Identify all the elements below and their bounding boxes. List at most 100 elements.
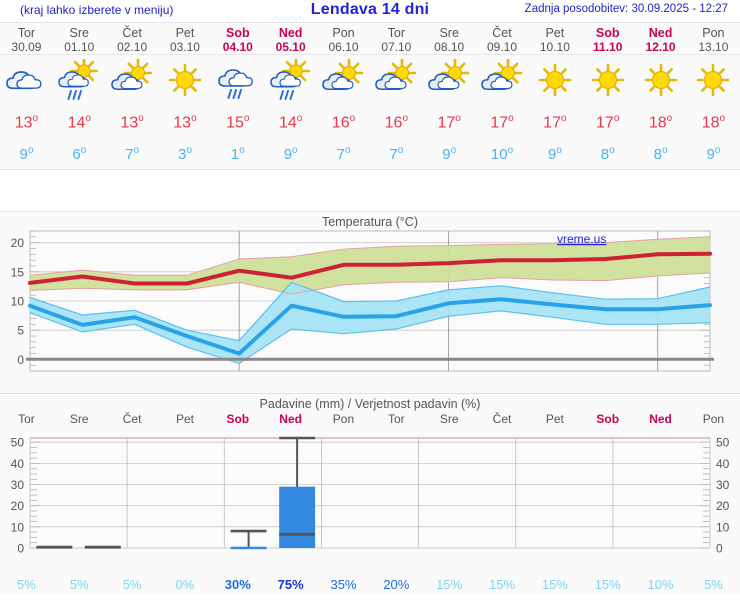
degree-icon: o <box>661 145 668 157</box>
max-temp-value: 17 <box>437 114 456 132</box>
max-temp-value: 13 <box>14 114 33 132</box>
weather-sunny-icon <box>687 55 740 105</box>
degree-icon: o <box>397 145 404 157</box>
svg-text:50: 50 <box>11 436 25 450</box>
precipitation-day-label: Ned <box>279 412 302 426</box>
max-temp-value: 18 <box>701 114 720 132</box>
forecast-day-header: Ned 12.10 <box>634 23 687 54</box>
weather-sun-cloud-icon <box>106 55 159 105</box>
spacer-region <box>0 170 740 212</box>
top-header-bar: (kraj lahko izberete v meniju) Lendava 1… <box>0 0 740 22</box>
degree-icon: o <box>80 145 87 157</box>
svg-text:10: 10 <box>716 520 730 534</box>
degree-icon: o <box>719 113 726 124</box>
forecast-max-temp: 13o <box>0 105 53 137</box>
precipitation-probability-value: 30% <box>224 577 251 592</box>
forecast-day-name: Tor <box>17 26 36 40</box>
degree-icon: o <box>133 145 140 157</box>
max-temp-value: 17 <box>596 114 614 132</box>
degree-icon: o <box>609 145 615 157</box>
precipitation-day-label: Ned <box>649 412 672 426</box>
forecast-min-temp: 7o <box>370 137 423 169</box>
degree-icon: o <box>243 113 250 124</box>
svg-text:30: 30 <box>716 478 730 492</box>
forecast-day-header: Čet 02.10 <box>106 23 159 54</box>
svg-text:0: 0 <box>716 542 723 556</box>
forecast-min-temp: 7o <box>317 137 370 169</box>
svg-text:0: 0 <box>17 542 24 556</box>
min-temp-value: 10 <box>490 146 508 164</box>
precipitation-day-label: Čet <box>492 412 512 426</box>
min-temp-value: 9 <box>19 146 28 164</box>
max-temp-value: 13 <box>120 114 139 132</box>
svg-text:15: 15 <box>11 265 25 279</box>
forecast-max-temp: 16o <box>370 105 423 137</box>
forecast-day-headers: Tor 30.09 Sre 01.10 Čet 02.10 Pet 03.10 Sob 04.10… <box>0 23 740 54</box>
min-temp-value: 7 <box>125 146 134 164</box>
forecast-divider <box>0 54 740 55</box>
forecast-max-temp: 15o <box>211 105 264 137</box>
max-temp-value: 16 <box>384 114 403 132</box>
forecast-min-temp: 9o <box>264 137 317 169</box>
degree-icon: o <box>138 113 144 124</box>
precipitation-chart: Padavine (mm) / Verjetnost padavin (%) T… <box>0 394 740 594</box>
temperature-chart-title-text: Temperatura (°C) <box>322 215 418 229</box>
forecast-day-header: Pet 03.10 <box>159 23 212 54</box>
degree-icon: o <box>507 145 514 157</box>
forecast-day-header: Pon 13.10 <box>687 23 740 54</box>
forecast-max-temp: 14o <box>53 105 106 137</box>
precipitation-probability-value: 5% <box>17 577 36 592</box>
forecast-day-name: Pet <box>175 26 195 40</box>
max-temp-value: 14 <box>67 114 86 132</box>
temperature-chart: Temperatura (°C) 0 5 10 15 20 vreme.us <box>0 212 740 394</box>
forecast-day-name: Čet <box>122 26 142 40</box>
precipitation-day-label: Sob <box>226 412 250 426</box>
forecast-day-header: Pet 10.10 <box>528 23 581 54</box>
forecast-day-date: 09.10 <box>487 40 518 54</box>
precipitation-probability-value: 5% <box>703 577 723 592</box>
degree-icon: o <box>666 113 673 124</box>
forecast-max-temp: 13o <box>159 105 212 137</box>
weather-sun-cloud-icon <box>370 55 423 105</box>
forecast-day-name: Sob <box>225 26 250 40</box>
min-temp-value: 7 <box>336 146 345 164</box>
degree-icon: o <box>292 145 298 157</box>
min-temp-value: 3 <box>178 146 187 164</box>
degree-icon: o <box>239 145 245 157</box>
svg-text:20: 20 <box>11 499 25 513</box>
forecast-max-temp-row: 13o 14o 13o 13o 15o 14o 16o 16o 17o 17o 17o 17o 18o 1… <box>0 105 740 137</box>
degree-icon: o <box>186 145 192 157</box>
precipitation-probability-value: 10% <box>647 577 674 592</box>
max-temp-value: 18 <box>648 114 667 132</box>
forecast-min-temp: 8o <box>634 137 687 169</box>
weather-sun-cloud-icon <box>317 55 370 105</box>
precipitation-probability-value: 5% <box>69 577 89 592</box>
svg-text:0: 0 <box>17 353 24 367</box>
precipitation-day-label: Čet <box>122 412 142 426</box>
min-temp-value: 9 <box>442 146 451 164</box>
forecast-min-temp: 9o <box>423 137 476 169</box>
precipitation-day-label: Pon <box>332 412 355 426</box>
forecast-day-date: 07.10 <box>381 40 412 54</box>
forecast-min-temp: 10o <box>476 137 529 169</box>
temperature-chart-canvas: 0 5 10 15 20 vreme.us <box>0 212 740 399</box>
forecast-min-temp: 3o <box>159 137 212 169</box>
weather-sun-cloud-rain-icon <box>264 55 317 105</box>
precipitation-day-label: Pon <box>702 412 725 426</box>
forecast-day-header: Čet 09.10 <box>476 23 529 54</box>
forecast-max-temp: 17o <box>528 105 581 137</box>
svg-text:10: 10 <box>11 295 25 309</box>
forecast-max-temp: 17o <box>423 105 476 137</box>
forecast-strip: Tor 30.09 Sre 01.10 Čet 02.10 Pet 03.10 Sob 04.10… <box>0 22 740 170</box>
degree-icon: o <box>560 113 567 124</box>
svg-text:50: 50 <box>716 436 730 450</box>
precipitation-probability-value: 15% <box>436 577 463 592</box>
max-temp-value: 17 <box>490 114 509 132</box>
forecast-max-temp: 17o <box>581 105 634 137</box>
max-temp-value: 16 <box>331 114 350 132</box>
max-temp-value: 17 <box>543 114 561 132</box>
forecast-min-temp: 8o <box>581 137 634 169</box>
forecast-day-header: Pon 06.10 <box>317 23 370 54</box>
forecast-day-name: Ned <box>648 26 673 40</box>
forecast-max-temp: 18o <box>687 105 740 137</box>
